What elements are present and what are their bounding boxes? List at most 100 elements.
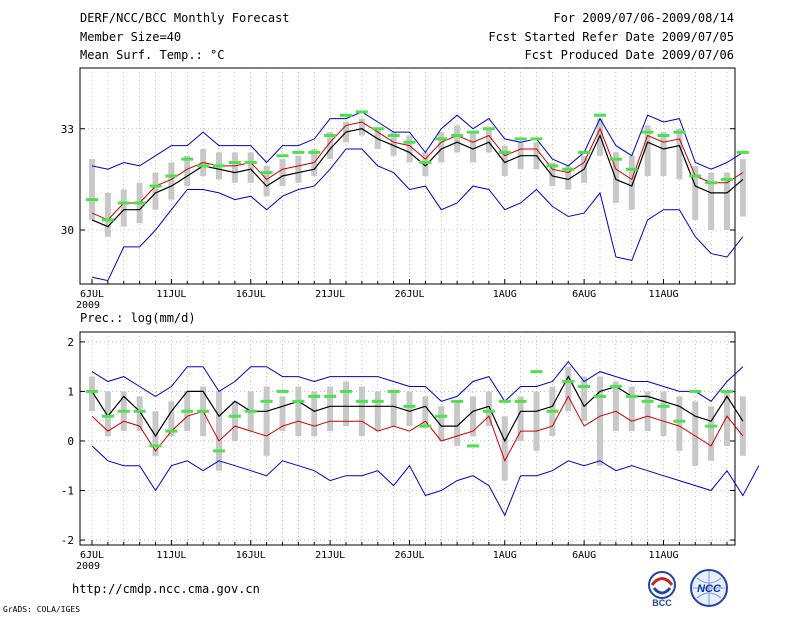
temp-observed-marker: [594, 113, 606, 117]
temp-observed-marker: [101, 218, 114, 222]
prec-observed-marker: [482, 409, 495, 413]
prec-observed-marker: [292, 399, 305, 403]
prec-observed-marker: [228, 414, 241, 418]
prec-spread-box: [136, 396, 143, 432]
source-url[interactable]: http://cmdp.ncc.cma.gov.cn: [72, 582, 260, 596]
temp-observed-marker: [736, 150, 749, 154]
prec-spread-box: [311, 391, 318, 437]
temp-observed-marker: [244, 161, 257, 164]
temp-x-tick-label: 6JUL: [80, 289, 104, 300]
temp-spread-box: [390, 132, 397, 156]
prec-y-tick-label: 1: [67, 385, 74, 398]
prec-spread-box: [708, 406, 715, 461]
prec-spread-box: [660, 391, 667, 437]
temp-observed-marker: [149, 184, 162, 188]
temp-spread-box: [501, 145, 508, 176]
temp-spread-box: [676, 128, 683, 180]
temp-observed-marker: [260, 171, 273, 175]
prec-spread-box: [104, 391, 111, 437]
prec-y-tick-label: 0: [67, 435, 74, 448]
temp-x-tick-label: 1AUG: [493, 289, 517, 300]
prec-spread-box: [644, 391, 651, 432]
temp-spread-box: [263, 165, 270, 197]
temp-spread-box: [295, 155, 302, 183]
prec-max-line: [91, 360, 744, 403]
temp-spread-box: [152, 172, 159, 210]
prec-x-tick-label: 6AUG: [572, 550, 596, 561]
prec-observed-marker: [689, 389, 702, 393]
forecast-period: For 2009/07/06-2009/08/14: [553, 11, 734, 25]
temp-observed-marker: [228, 161, 241, 164]
prec-spread-box: [628, 386, 635, 432]
prec-spread-box: [581, 376, 588, 422]
prec-spread-box: [168, 401, 175, 437]
temp-observed-marker: [324, 134, 337, 137]
forecast-produced-date: Fcst Produced Date 2009/07/06: [524, 48, 734, 62]
prec-observed-marker: [609, 384, 622, 388]
temp-spread-box: [184, 155, 191, 187]
prec-spread-box: [692, 401, 699, 466]
temp-observed-marker: [86, 198, 98, 202]
prec-observed-marker: [149, 444, 162, 448]
temp-observed-marker: [340, 113, 352, 117]
prec-observed-marker: [181, 409, 194, 413]
bcc-logo-text: BCC: [652, 598, 672, 608]
temp-spread-box: [454, 125, 461, 153]
prec-spread-box: [295, 386, 302, 437]
prec-observed-marker: [244, 409, 257, 413]
prec-spread-box: [565, 366, 572, 412]
temp-spread-box: [470, 132, 476, 163]
prec-x-tick-label: 11AUG: [648, 550, 678, 561]
temp-observed-marker: [609, 157, 622, 161]
temp-observed-marker: [451, 134, 464, 137]
prec-observed-marker: [165, 429, 178, 433]
temp-observed-marker: [657, 134, 670, 137]
prec-spread-box: [485, 391, 492, 427]
prec-observed-marker: [625, 394, 638, 398]
temp-observed-marker: [213, 164, 225, 168]
temp-x-tick-label: 26JUL: [394, 289, 424, 300]
temp-x-tick-label: 16JUL: [236, 289, 266, 300]
prec-observed-marker: [86, 389, 98, 393]
prec-spread-box: [231, 401, 238, 441]
prec-observed-marker: [721, 389, 733, 393]
prec-observed-marker: [101, 414, 114, 418]
temp-observed-marker: [419, 161, 432, 164]
ncc-logo-icon: NCC: [690, 569, 728, 607]
temp-observed-marker: [562, 167, 575, 171]
prec-y-tick-label: 2: [67, 336, 74, 349]
prec-y-tick-label: -1: [61, 485, 74, 498]
temp-spread-box: [89, 159, 95, 220]
prec-x-tick-label: 6JUL: [80, 550, 104, 561]
temp-min-line: [91, 148, 744, 282]
prec-observed-marker: [641, 399, 654, 403]
temp-observed-marker: [721, 177, 733, 181]
temp-observed-marker: [498, 150, 511, 154]
prec-spread-box: [358, 386, 365, 437]
prec-observed-marker: [324, 394, 337, 398]
temp-spread-box: [438, 132, 445, 163]
chart-title: DERF/NCC/BCC Monthly Forecast: [80, 11, 290, 25]
temp-x-tick-label: 11JUL: [156, 289, 186, 300]
prec-observed-marker: [371, 399, 384, 403]
prec-observed-marker: [562, 380, 575, 384]
prec-spread-box: [89, 376, 95, 412]
temp-spread-box: [231, 152, 238, 183]
temp-spread-box: [168, 162, 175, 200]
temp-observed-marker: [546, 164, 559, 168]
temp-observed-marker: [197, 164, 210, 168]
prec-spread-box: [152, 411, 159, 456]
prec-spread-box: [263, 386, 270, 456]
temp-x-tick-label: 6AUG: [572, 289, 596, 300]
grads-credit: GrADS: COLA/IGES: [3, 605, 81, 614]
prec-observed-marker: [308, 394, 321, 398]
prec-x-year-label: 2009: [76, 561, 100, 572]
prec-observed-marker: [213, 449, 225, 453]
temp-x-tick-label: 21JUL: [315, 289, 345, 300]
temp-observed-marker: [181, 157, 194, 161]
temp-spread-box: [549, 162, 556, 187]
variable-label: Mean Surf. Temp.: °C: [80, 48, 225, 62]
prec-observed-marker: [435, 414, 448, 418]
bcc-logo-icon: BCC: [648, 571, 676, 608]
temp-observed-marker: [133, 201, 146, 205]
